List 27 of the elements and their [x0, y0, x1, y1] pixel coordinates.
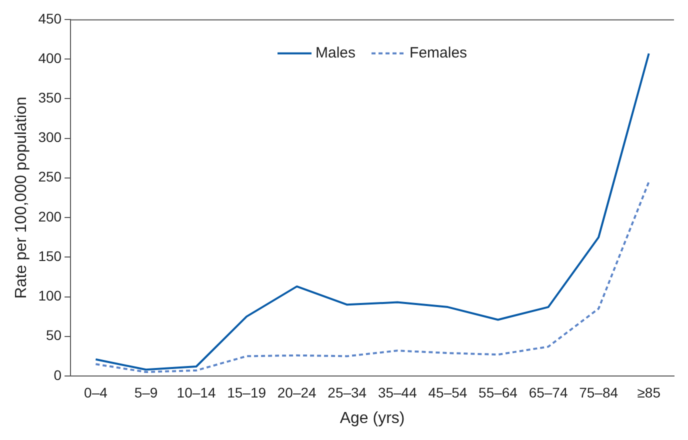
x-tick-label: 75–84 [579, 384, 618, 400]
y-tick-label: 150 [38, 248, 62, 264]
x-tick-label: 45–54 [428, 384, 468, 400]
x-tick-label: 65–74 [528, 384, 568, 400]
y-tick-label: 400 [38, 50, 62, 66]
legend-label: Males [316, 44, 356, 62]
y-tick-label: 250 [38, 168, 62, 185]
y-tick-label: 450 [38, 10, 62, 26]
y-tick-label: 50 [46, 327, 62, 344]
y-tick-label: 300 [38, 129, 62, 146]
y-tick-label: 200 [38, 208, 62, 224]
x-tick-label: 55–64 [478, 384, 518, 400]
x-tick-label: ≥85 [637, 384, 661, 400]
x-tick-label: 5–9 [134, 384, 158, 400]
x-tick-label: 35–44 [378, 384, 418, 400]
y-tick-label: 100 [38, 288, 62, 304]
x-tick-label: 25–34 [328, 384, 367, 400]
x-tick-label: 20–24 [277, 384, 317, 400]
line-series [94, 180, 650, 374]
x-axis-title: Age (yrs) [340, 410, 405, 427]
y-tick-label: 350 [38, 90, 62, 106]
x-tick-label: 15–19 [227, 384, 266, 400]
x-tick-label: 10–14 [176, 384, 216, 400]
y-tick-label: 0 [54, 366, 62, 383]
legend-label: Females [410, 44, 468, 62]
x-tick-label: 0–4 [84, 384, 108, 400]
y-axis-title: Rate per 100,000 population [13, 96, 30, 299]
